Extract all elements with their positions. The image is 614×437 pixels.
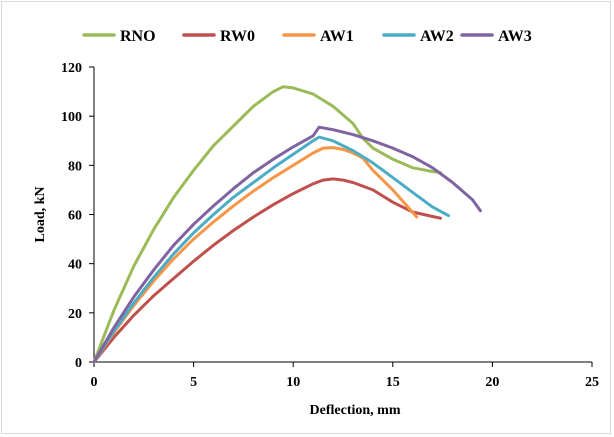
y-tick-label: 0 bbox=[75, 356, 82, 371]
y-axis-ticks: 0 20 40 60 80 100 120 bbox=[61, 61, 94, 371]
x-tick-label: 15 bbox=[386, 375, 400, 390]
legend-label-rno: RNO bbox=[120, 28, 156, 45]
y-tick-label: 60 bbox=[68, 209, 82, 224]
x-tick-label: 10 bbox=[286, 375, 300, 390]
y-tick-label: 40 bbox=[68, 258, 82, 273]
y-tick-label: 20 bbox=[68, 307, 82, 322]
series-line-rno bbox=[92, 85, 443, 364]
y-tick-label: 100 bbox=[61, 110, 82, 125]
series-line-aw2 bbox=[92, 135, 451, 364]
y-tick-label: 80 bbox=[68, 159, 82, 174]
legend-label-aw3: AW3 bbox=[498, 28, 532, 45]
axes bbox=[93, 67, 592, 363]
legend-label-aw1: AW1 bbox=[320, 28, 354, 45]
y-tick-label: 120 bbox=[61, 61, 82, 76]
x-axis-title: Deflection, mm bbox=[310, 403, 401, 418]
legend-label-rw0: RW0 bbox=[220, 28, 255, 45]
series-lines bbox=[92, 85, 482, 364]
legend: RNO RW0 AW1 AW2 AW3 bbox=[82, 28, 532, 45]
series-line-aw3 bbox=[92, 125, 482, 364]
x-tick-label: 0 bbox=[91, 375, 98, 390]
x-tick-label: 25 bbox=[585, 375, 599, 390]
legend-label-aw2: AW2 bbox=[420, 28, 454, 45]
x-axis-ticks: 0 5 10 15 20 25 bbox=[91, 362, 599, 390]
y-axis-title: Load, kN bbox=[33, 186, 48, 242]
series-line-rw0 bbox=[92, 177, 443, 364]
x-tick-label: 20 bbox=[485, 375, 499, 390]
x-tick-label: 5 bbox=[190, 375, 197, 390]
